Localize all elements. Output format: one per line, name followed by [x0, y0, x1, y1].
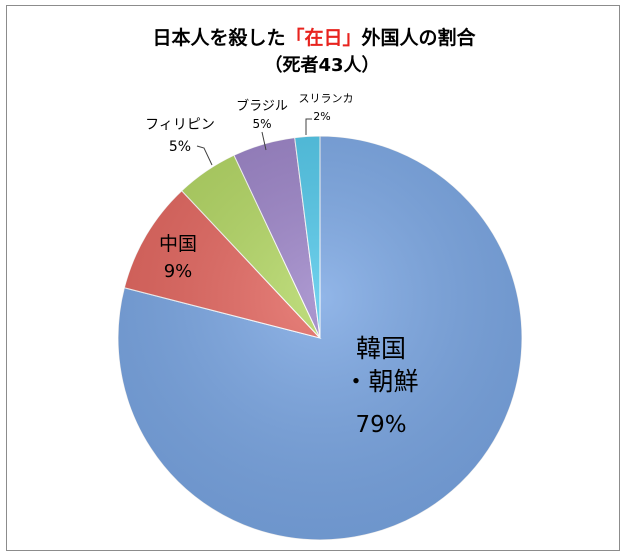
- title-part1: 日本人を殺した: [152, 26, 285, 49]
- title-highlight: 「在日」: [285, 26, 361, 49]
- slice-value-philippines: 5%: [169, 139, 191, 155]
- leader-line-philippines: [196, 145, 213, 166]
- leader-line-srilanka: [305, 118, 312, 135]
- chart-title: 日本人を殺した「在日」外国人の割合: [152, 26, 476, 49]
- slice-label-srilanka: スリランカ: [299, 92, 354, 105]
- slice-value-korea: 79%: [355, 412, 406, 438]
- slice-label-korea-line2: ・朝鮮: [343, 367, 418, 396]
- slice-label-brazil: ブラジル: [236, 98, 288, 114]
- slice-label-korea-line1: 韓国: [356, 334, 406, 363]
- slice-label-philippines: フィリピン: [145, 117, 215, 133]
- slice-value-srilanka: 2%: [313, 110, 330, 123]
- pie-slices: [117, 135, 523, 541]
- slice-value-brazil: 5%: [252, 117, 271, 131]
- leader-line-brazil: [261, 131, 267, 151]
- slice-label-china: 中国: [159, 233, 197, 255]
- pie-labels: 韓国・朝鮮 79% 中国 9% フィリピン 5% ブラジル 5% スリランカ 2%: [145, 92, 418, 438]
- slice-value-china: 9%: [164, 261, 193, 282]
- title-part2: 外国人の割合: [362, 26, 477, 49]
- chart-subtitle: （死者43人）: [264, 55, 379, 76]
